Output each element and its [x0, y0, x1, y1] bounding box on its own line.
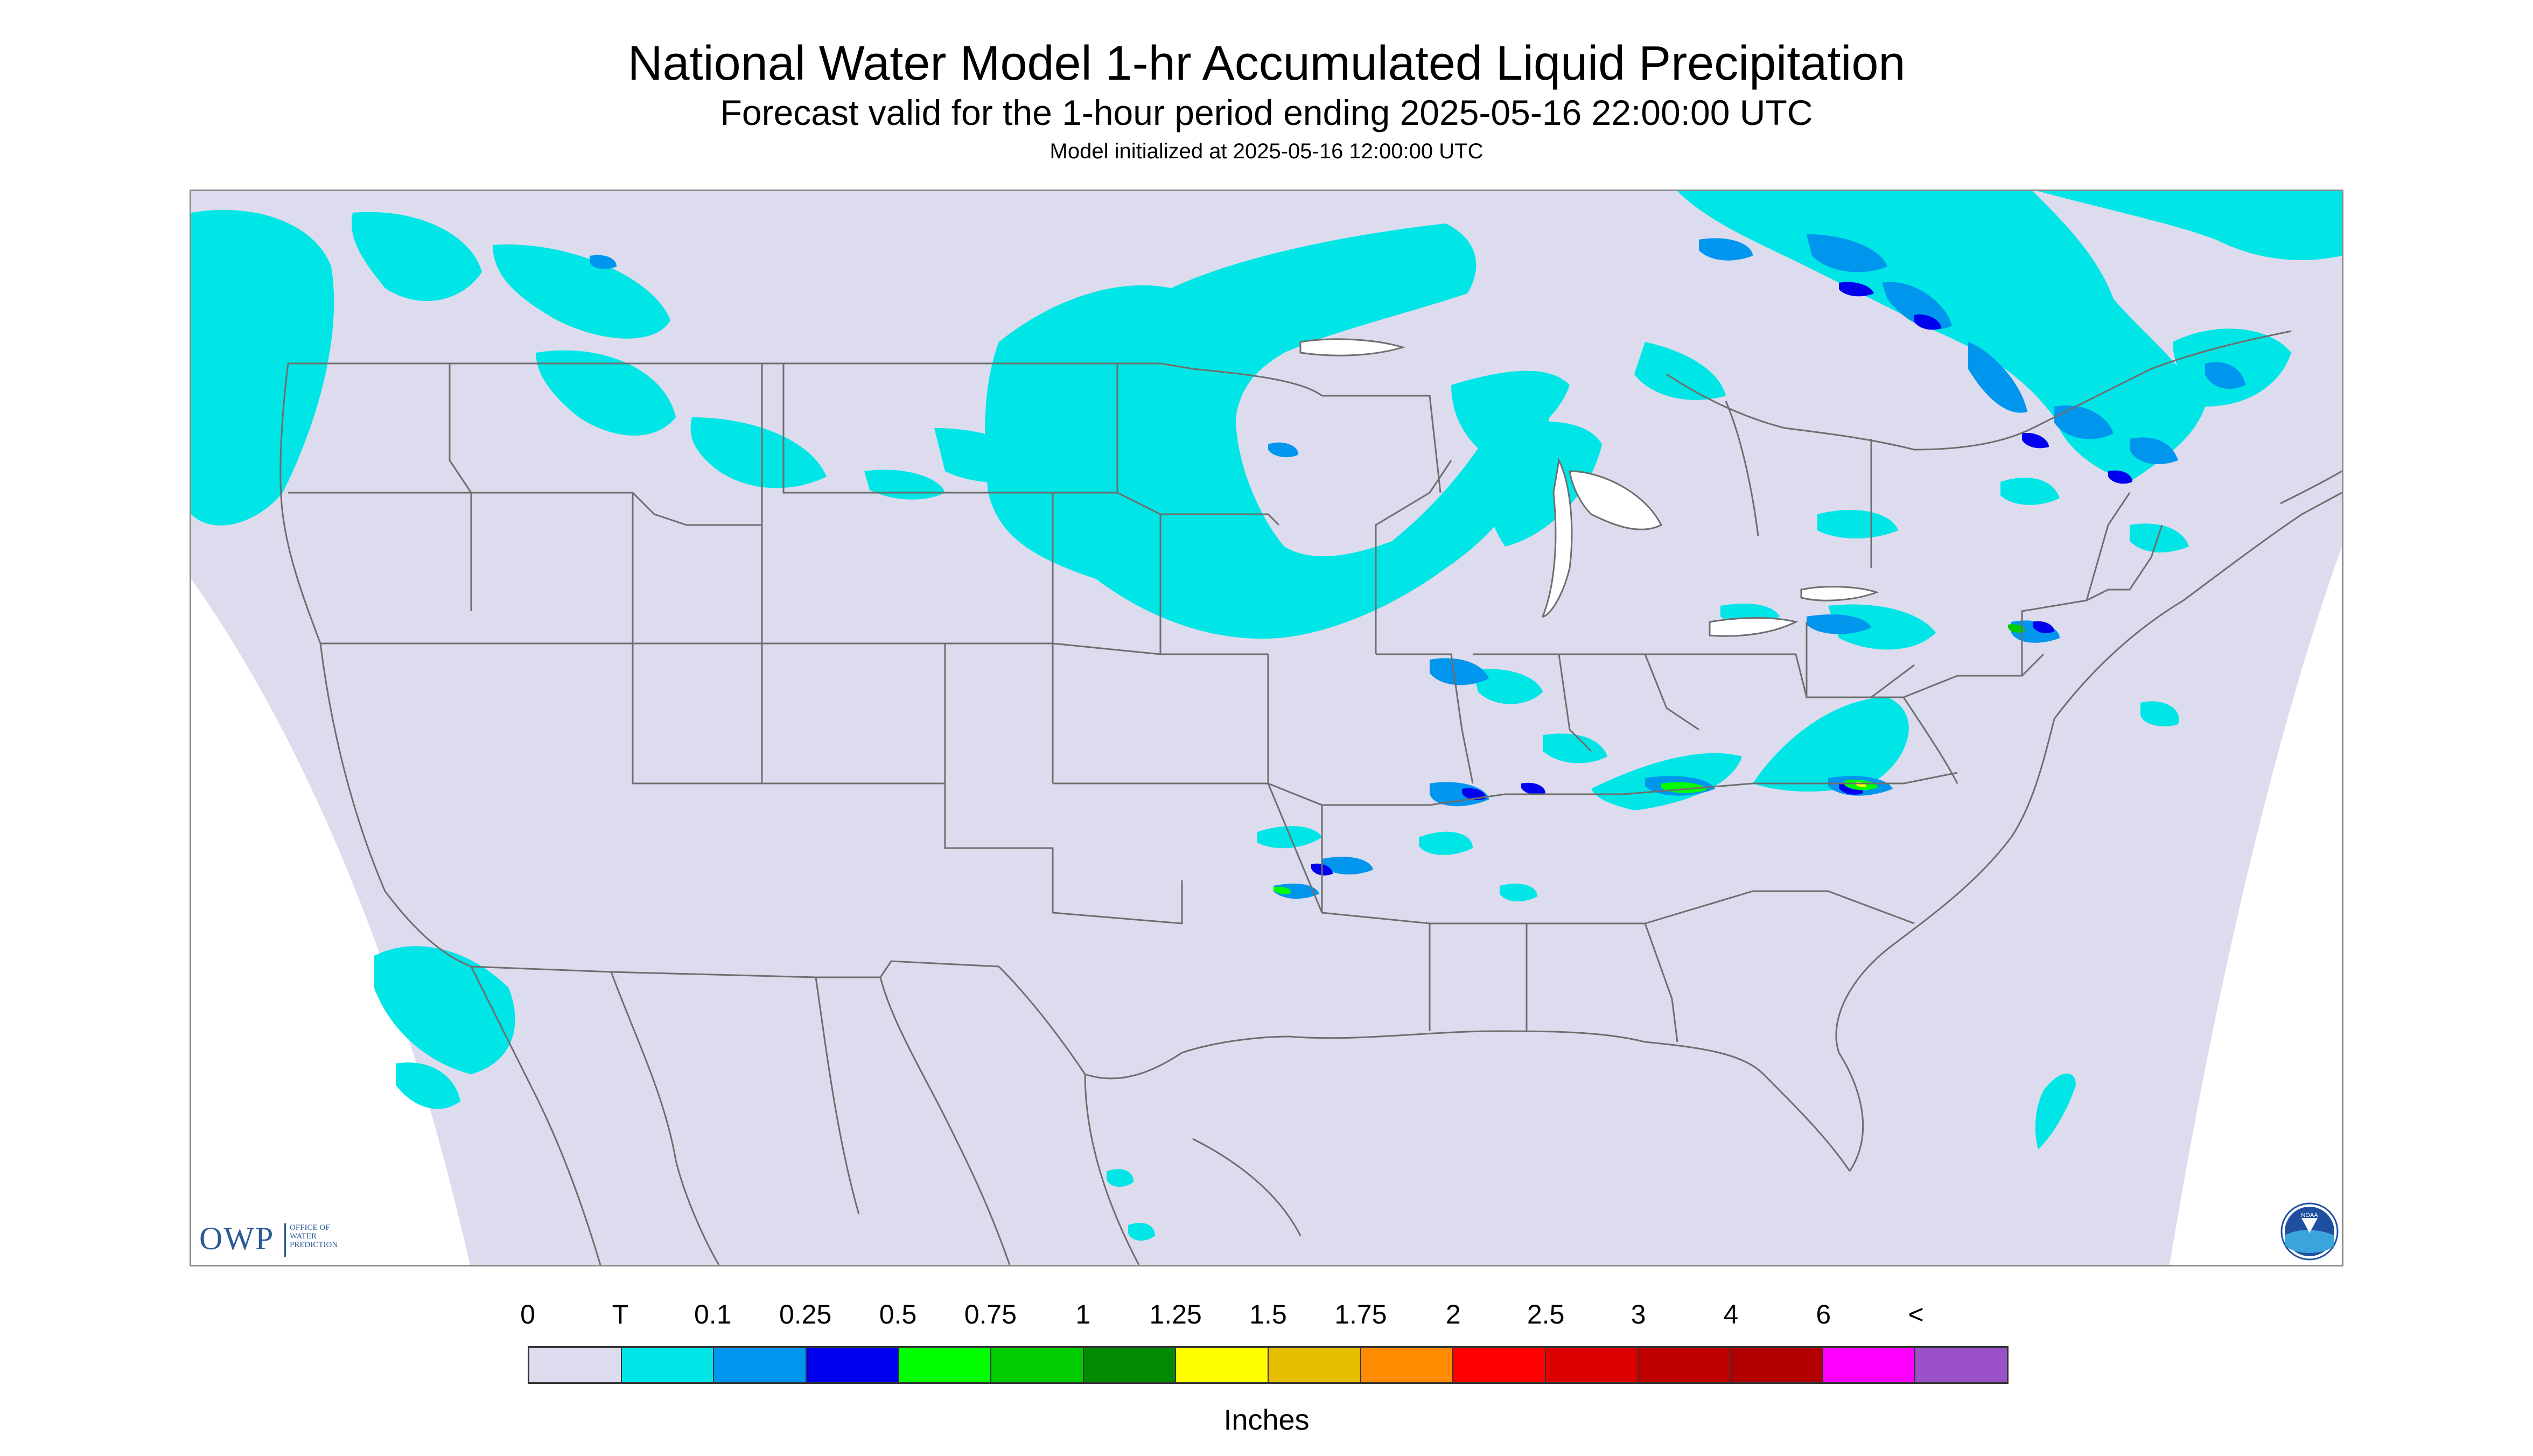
legend-tick-label: 3: [1631, 1299, 1646, 1329]
legend-tick-label: 0.1: [694, 1299, 732, 1329]
precip-heavy-areas: [1274, 624, 2025, 894]
legend-tick-label: <: [1908, 1299, 1924, 1329]
noaa-logo-icon: NOAA: [2280, 1202, 2339, 1261]
boundary-lines: [279, 330, 2342, 1265]
legend-color-bin: [1269, 1348, 1361, 1382]
legend-tick-label: 4: [1723, 1299, 1739, 1329]
legend-tick-label: 1.25: [1149, 1299, 1202, 1329]
legend-tick-label: 1.5: [1249, 1299, 1287, 1329]
map-canvas: [191, 191, 2342, 1265]
legend-tick-label: 0.75: [964, 1299, 1017, 1329]
legend-tick-labels: 0 T 0.1 0.25 0.5 0.75 1 1.25 1.5 1.75 2 2.5 3 4 6 <: [520, 1299, 2009, 1331]
legend-color-bin: [806, 1348, 899, 1382]
legend-color-bin: [1545, 1348, 1639, 1382]
precip-light-areas: [590, 234, 2245, 899]
legend-color-bin: [991, 1348, 1084, 1382]
legend-tick-label: 6: [1816, 1299, 1831, 1329]
owp-logo-subtext: OFFICE OF WATER PREDICTION: [290, 1223, 338, 1249]
legend-color-bin: [1176, 1348, 1269, 1382]
legend-tick-label: 1: [1075, 1299, 1091, 1329]
legend-color-bin: [1453, 1348, 1546, 1382]
legend-color-bin: [1823, 1348, 1916, 1382]
map-title: National Water Model 1-hr Accumulated Li…: [627, 37, 1906, 90]
legend-tick-label: 0: [520, 1299, 535, 1329]
noaa-logo-text: NOAA: [2301, 1212, 2318, 1219]
precipitation-map: [190, 190, 2343, 1266]
legend-tick-label: T: [612, 1299, 629, 1329]
precipitation-legend: [528, 1346, 2009, 1384]
owp-logo-text: OWP: [199, 1221, 275, 1256]
great-lakes: [1299, 338, 1879, 637]
legend-color-bin: [899, 1348, 992, 1382]
legend-color-bin: [621, 1348, 715, 1382]
legend-color-bin: [1638, 1348, 1731, 1382]
model-init-text: Model initialized at 2025-05-16 12:00:00…: [1049, 139, 1484, 163]
legend-color-bin: [714, 1348, 807, 1382]
legend-tick-label: 2: [1445, 1299, 1461, 1329]
legend-color-bin: [1361, 1348, 1454, 1382]
legend-tick-label: 0.5: [879, 1299, 917, 1329]
owp-logo-divider: [284, 1223, 286, 1257]
legend-tick-label: 0.25: [779, 1299, 832, 1329]
legend-color-bin: [1083, 1348, 1177, 1382]
legend-tick-label: 1.75: [1334, 1299, 1387, 1329]
legend-units-label: Inches: [1223, 1404, 1310, 1436]
legend-color-bin: [1731, 1348, 1823, 1382]
legend-color-bin: [1915, 1348, 2007, 1382]
map-subtitle: Forecast valid for the 1-hour period end…: [720, 93, 1813, 132]
legend-color-bin: [529, 1348, 622, 1382]
legend-tick-label: 2.5: [1527, 1299, 1565, 1329]
